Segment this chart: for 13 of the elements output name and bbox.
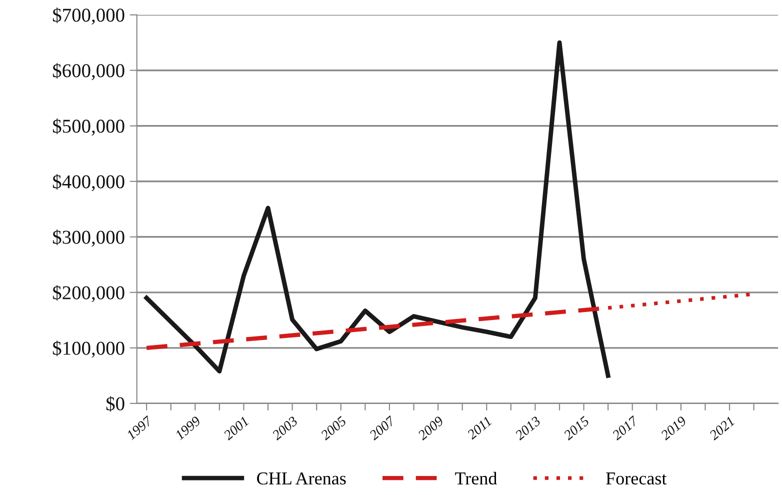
- legend-label: Trend: [455, 472, 497, 485]
- y-tick-label: $600,000: [52, 63, 124, 80]
- y-tick-label: $0: [106, 396, 124, 412]
- legend-label: Forecast: [606, 472, 667, 485]
- y-tick-label: $200,000: [52, 285, 124, 302]
- legend-label: CHL Arenas: [257, 472, 346, 485]
- x-tick-label: 1999: [174, 416, 202, 440]
- y-tick-label: $100,000: [52, 340, 124, 358]
- y-tick-label: $300,000: [52, 230, 124, 247]
- y-tick-label: $700,000: [52, 8, 124, 25]
- y-tick-label: $400,000: [52, 174, 124, 192]
- y-tick-label: $500,000: [52, 118, 124, 136]
- x-tick-label: 2011: [466, 416, 492, 440]
